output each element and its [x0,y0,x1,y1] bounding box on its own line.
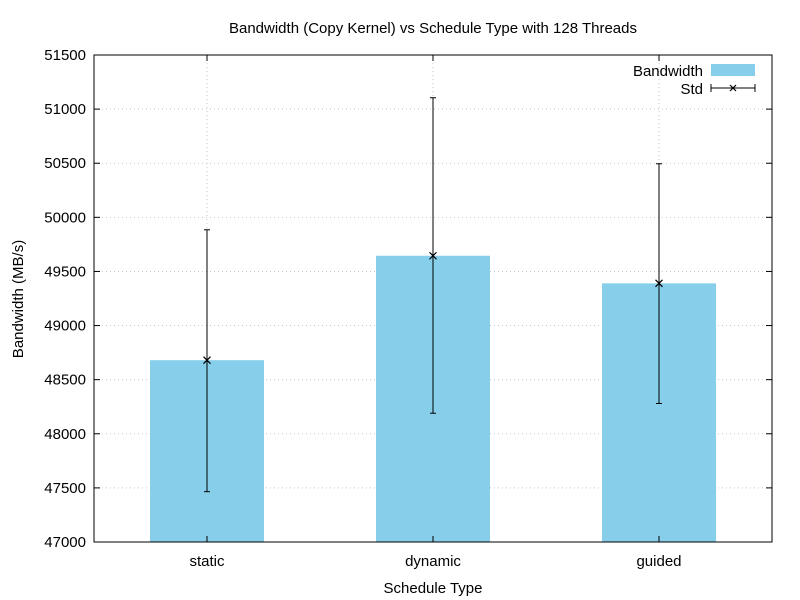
error-bar-center-marker [429,251,437,260]
y-axis-label: Bandwidth (MB/s) [10,240,27,358]
y-tick-label: 48000 [44,426,86,443]
error-bar-dynamic [429,97,437,414]
legend-label-bandwidth: Bandwidth [633,63,703,80]
y-tick-label: 49000 [44,318,86,335]
x-tick-label-guided: guided [636,553,681,570]
legend-std-symbol [710,84,756,92]
legend-label-std: Std [680,81,703,98]
y-tick-label: 51000 [44,101,86,118]
y-tick-label: 47000 [44,534,86,551]
y-tick-label: 48500 [44,372,86,389]
y-tick-label: 50500 [44,155,86,172]
x-tick-label-static: static [189,553,225,570]
error-bar-center-marker [655,279,663,288]
y-tick-label: 50000 [44,209,86,226]
y-tick-label: 49500 [44,263,86,280]
legend: Bandwidth Std [633,63,756,98]
y-tick-label: 51500 [44,47,86,64]
error-bar-center-marker [203,356,211,365]
x-axis-label: Schedule Type [384,580,483,597]
error-bar-guided [655,163,663,404]
chart-title: Bandwidth (Copy Kernel) vs Schedule Type… [229,20,637,37]
legend-swatch-bandwidth [711,64,755,76]
y-tick-label: 47500 [44,480,86,497]
axes: static dynamic guided 47000 47500 48000 48500 4… [44,47,772,570]
x-tick-label-dynamic: dynamic [405,553,461,570]
legend-std-marker [729,84,737,92]
error-bars [203,97,663,493]
error-bar-static [203,229,211,493]
